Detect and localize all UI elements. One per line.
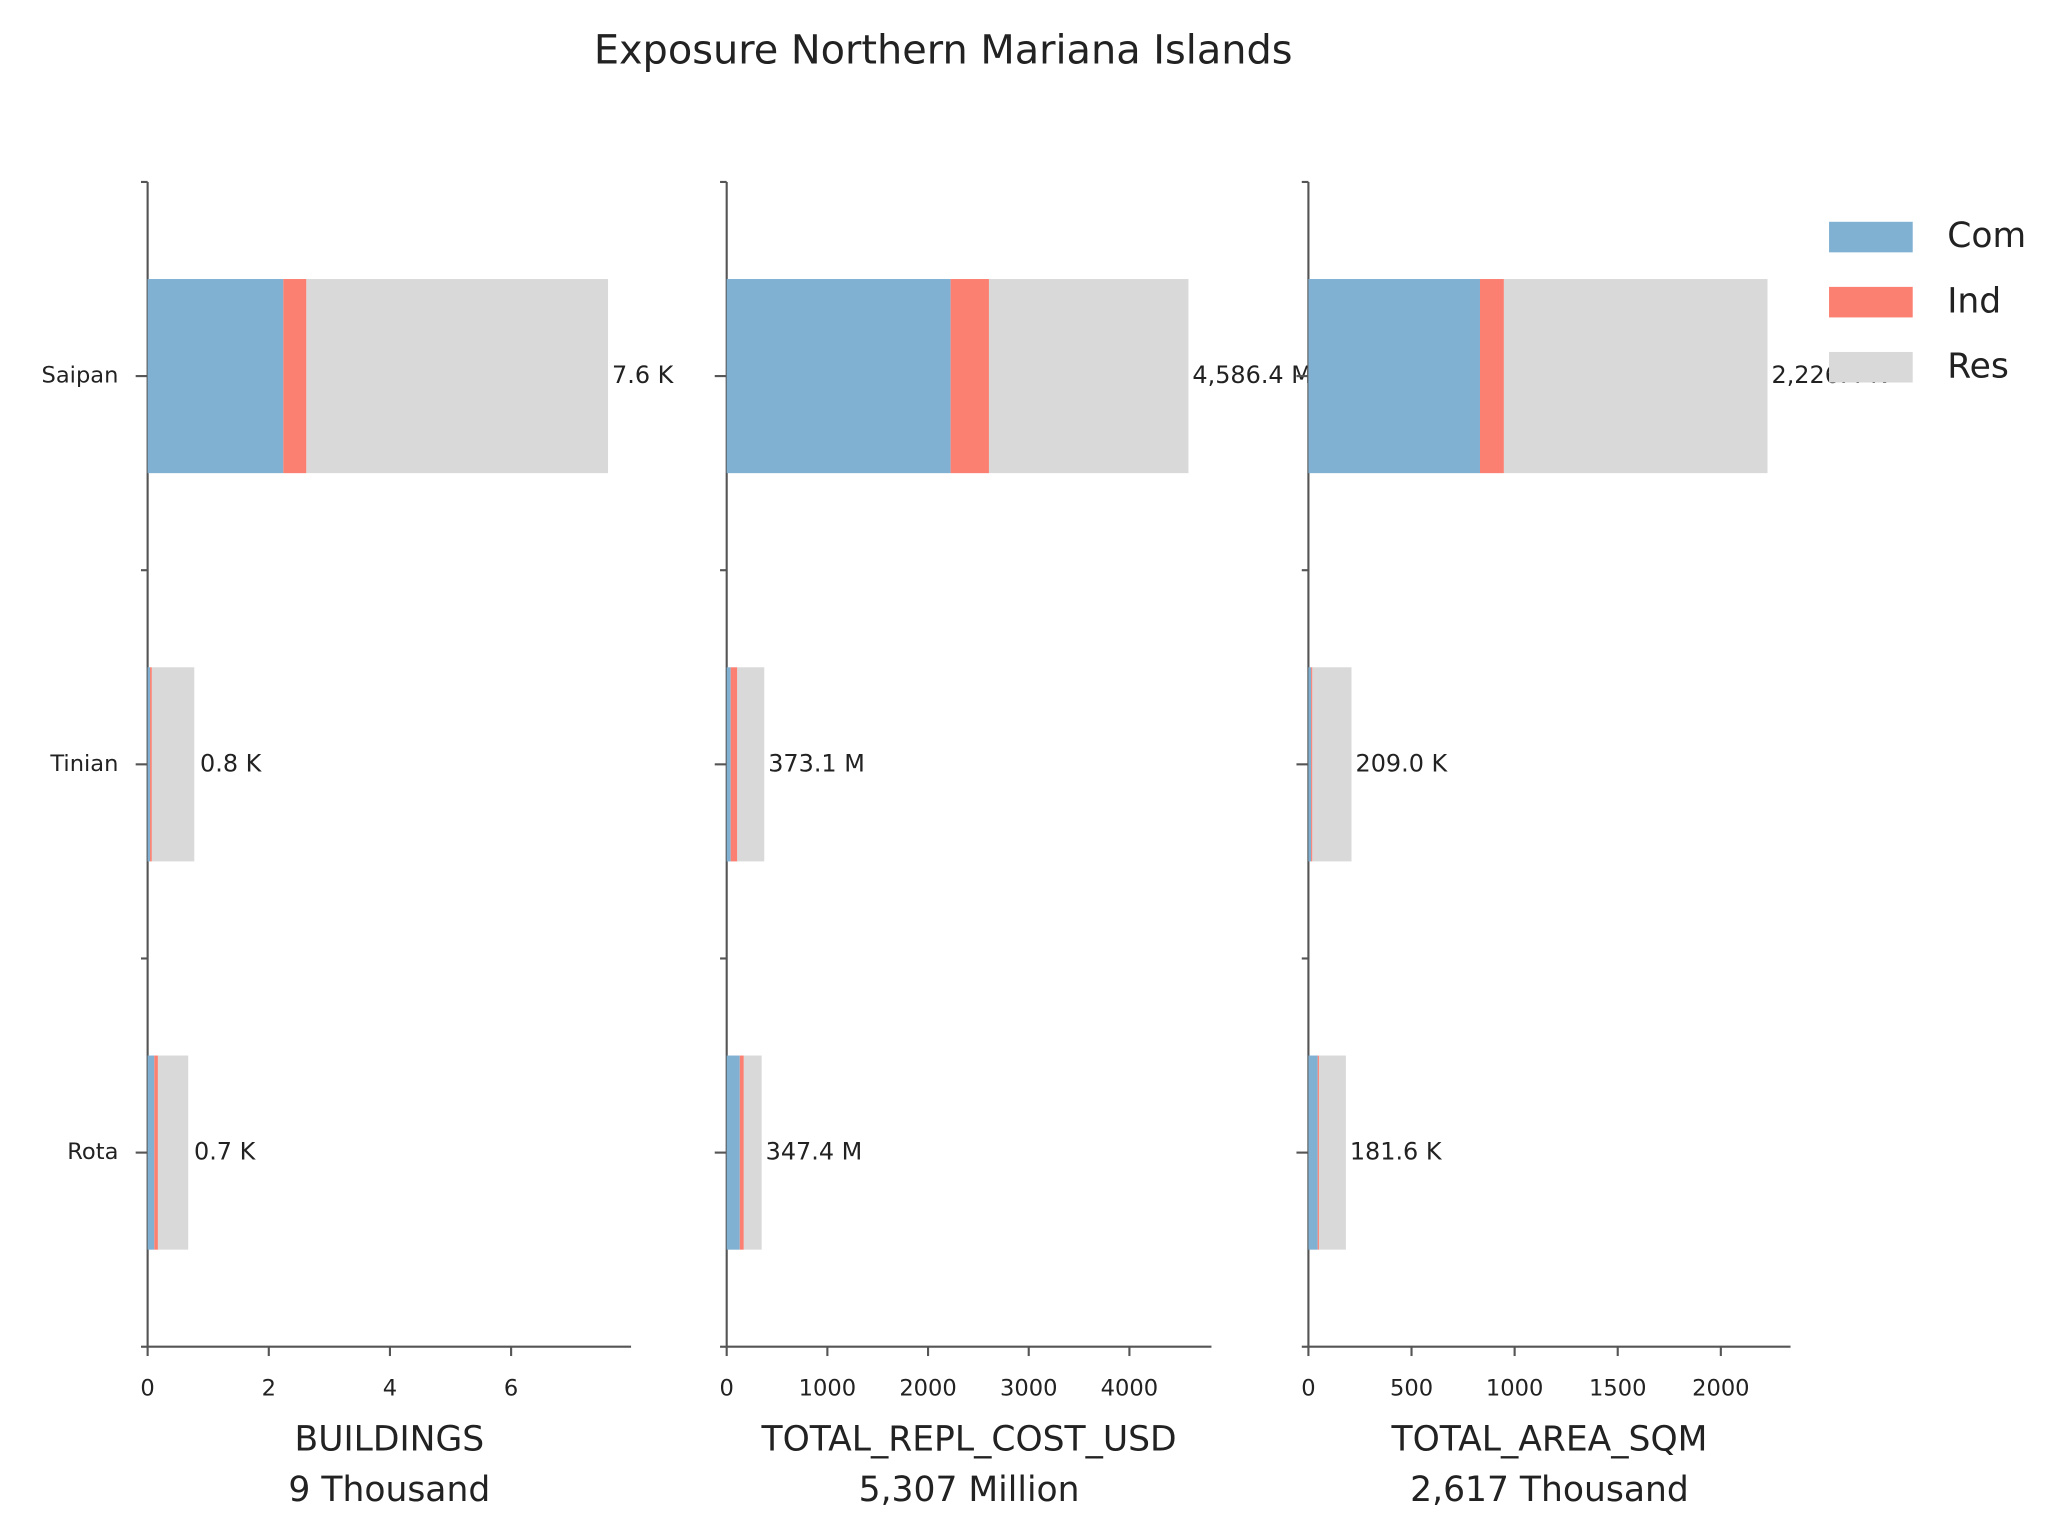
x-tick-label: 4 [383,1376,397,1402]
y-tick-label: Tinian [49,751,118,777]
bar-segment [154,1055,158,1250]
bar-segment [726,667,731,862]
bar-segment [1311,667,1313,862]
y-tick-label: Saipan [42,363,119,389]
bar-segment [1317,1055,1319,1250]
x-tick-label: 1500 [1589,1376,1646,1402]
x-axis-total: 2,617 Thousand [1410,1470,1689,1510]
bar-segment [726,1055,740,1250]
x-tick-label: 0 [720,1376,734,1402]
bar-segment [950,279,989,474]
bar-segment [739,1055,744,1250]
total-label: 0.8 K [200,749,263,777]
bar-segment [988,279,1189,474]
x-tick-label: 1000 [1486,1376,1543,1402]
x-tick-label: 1000 [799,1376,856,1402]
bar-segment [1308,667,1312,862]
legend-label: Res [1947,346,2009,386]
x-tick-label: 2000 [1692,1376,1749,1402]
x-axis-total: 5,307 Million [859,1470,1080,1510]
x-tick-label: 2 [262,1376,276,1402]
total-label: 4,586.4 M [1192,361,1311,389]
x-tick-label: 500 [1390,1376,1433,1402]
bar-segment [283,279,307,474]
bar-segment [726,279,951,474]
legend-swatch [1829,286,1913,318]
x-axis-total: 9 Thousand [288,1470,490,1510]
total-label: 373.1 M [768,749,865,777]
bar-segment [147,1055,155,1250]
total-label: 181.6 K [1350,1138,1443,1166]
bar-segment [743,1055,762,1250]
bar-segment [147,279,284,474]
bar-segment [157,1055,189,1250]
legend-swatch [1829,351,1913,383]
x-tick-label: 0 [1301,1376,1315,1402]
total-label: 347.4 M [766,1138,863,1166]
bar-segment [1318,1055,1346,1250]
x-axis-label: BUILDINGS [295,1420,485,1460]
total-label: 0.7 K [194,1138,257,1166]
bar-segment [151,667,195,862]
total-label: 209.0 K [1355,749,1448,777]
bar-segment [147,667,151,862]
x-tick-label: 6 [504,1376,518,1402]
bar-segment [306,279,609,474]
bar-segment [1308,279,1480,474]
bar-segment [150,667,152,862]
legend-swatch [1829,221,1913,253]
bar-segment [1308,1055,1318,1250]
x-tick-label: 2000 [899,1376,956,1402]
bar-segment [1479,279,1504,474]
chart-title: Exposure Northern Mariana Islands [594,28,1293,74]
bar-segment [1312,667,1352,862]
bar-segment [1503,279,1768,474]
legend-label: Com [1947,216,2026,256]
x-tick-label: 4000 [1101,1376,1158,1402]
bar-segment [737,667,765,862]
legend-label: Ind [1947,281,2001,321]
bar-segment [730,667,738,862]
total-label: 7.6 K [612,361,675,389]
x-tick-label: 3000 [1000,1376,1057,1402]
x-axis-label: TOTAL_REPL_COST_USD [761,1420,1177,1460]
y-tick-label: Rota [67,1139,118,1165]
x-tick-label: 0 [140,1376,154,1402]
x-axis-label: TOTAL_AREA_SQM [1391,1420,1708,1460]
